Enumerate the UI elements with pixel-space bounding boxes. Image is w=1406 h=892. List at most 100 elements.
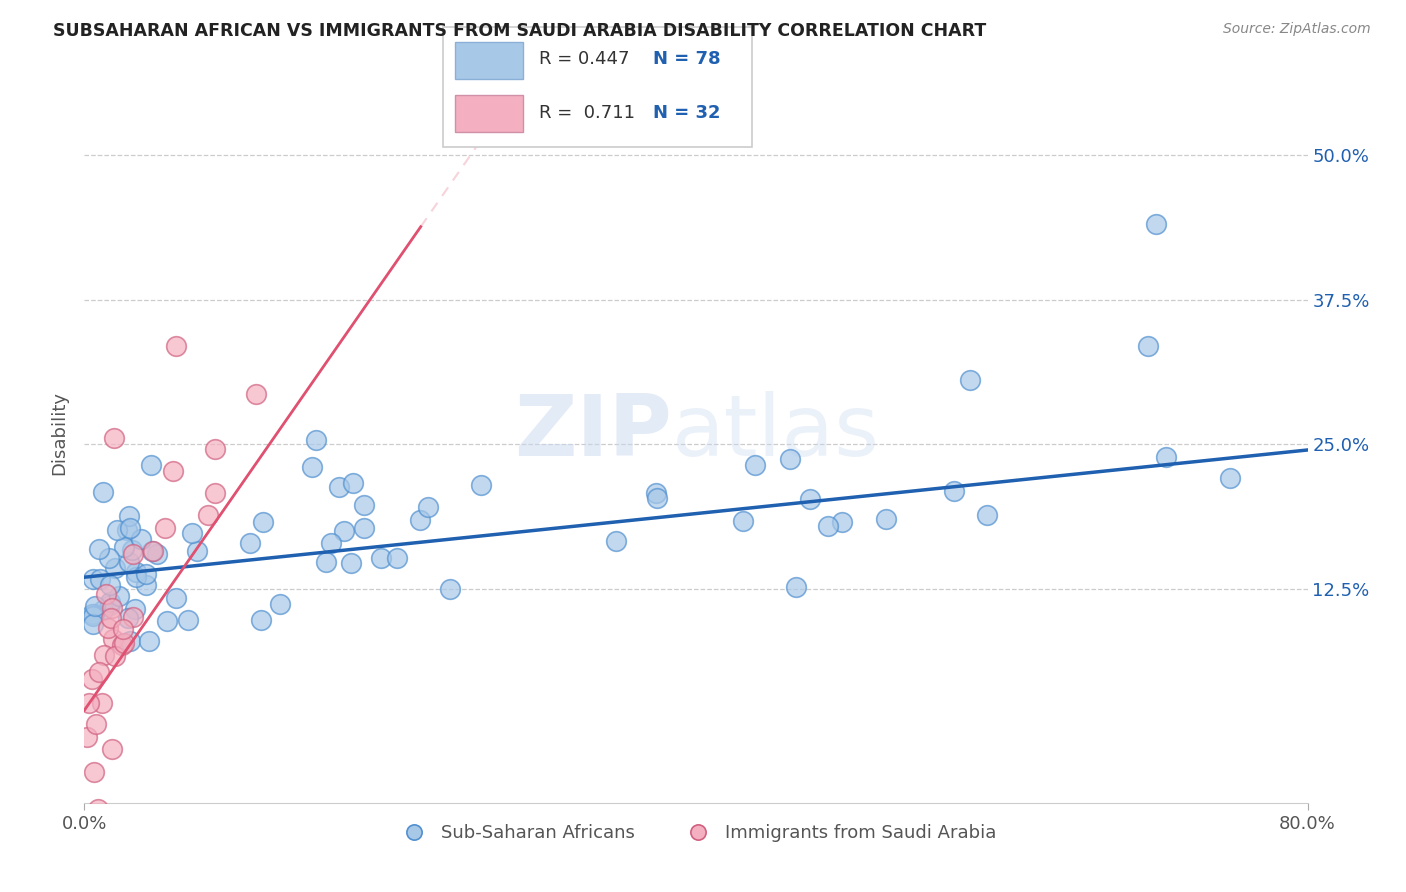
Point xyxy=(98,598,121,612)
Point xyxy=(204,442,226,457)
Point xyxy=(90,696,112,710)
Point xyxy=(104,561,127,575)
Point xyxy=(121,547,143,561)
FancyBboxPatch shape xyxy=(456,95,523,131)
Point xyxy=(1154,450,1177,464)
Point xyxy=(135,566,157,581)
Point xyxy=(121,542,143,557)
Point xyxy=(439,582,461,596)
Point xyxy=(108,590,131,604)
Point xyxy=(107,524,129,538)
Point xyxy=(340,556,363,570)
Point xyxy=(87,665,110,679)
Point xyxy=(98,595,121,609)
Point xyxy=(117,555,139,569)
Point xyxy=(204,485,226,500)
Point xyxy=(301,460,323,475)
Point xyxy=(155,521,177,535)
Point xyxy=(342,475,364,490)
Point xyxy=(1137,339,1160,353)
Point xyxy=(76,730,98,744)
Text: R =  0.711: R = 0.711 xyxy=(538,104,634,122)
Point xyxy=(744,458,766,473)
Point xyxy=(139,458,162,473)
Point xyxy=(111,622,134,636)
Point xyxy=(146,547,169,561)
Point xyxy=(96,587,118,601)
Point xyxy=(785,580,807,594)
Point xyxy=(831,515,853,529)
Point xyxy=(82,572,104,586)
Point xyxy=(186,544,208,558)
Point xyxy=(83,607,105,621)
Point xyxy=(1144,218,1167,232)
Point xyxy=(82,608,104,623)
Point xyxy=(409,513,432,527)
Point xyxy=(250,613,273,627)
Point xyxy=(197,508,219,522)
Point xyxy=(80,672,103,686)
Point xyxy=(644,486,666,500)
Text: N = 32: N = 32 xyxy=(654,104,721,122)
Text: Source: ZipAtlas.com: Source: ZipAtlas.com xyxy=(1223,22,1371,37)
Point xyxy=(645,491,668,505)
Point xyxy=(117,610,139,624)
FancyBboxPatch shape xyxy=(443,27,752,147)
Point xyxy=(321,536,343,550)
Point xyxy=(93,841,115,855)
Point xyxy=(98,550,121,565)
Point xyxy=(731,514,754,528)
Point xyxy=(82,617,104,632)
Point xyxy=(83,599,105,613)
Point xyxy=(942,484,965,499)
Point xyxy=(125,566,148,580)
Point xyxy=(418,500,440,515)
Point xyxy=(87,802,110,816)
Point xyxy=(875,512,897,526)
Point xyxy=(165,339,187,353)
Point xyxy=(112,540,135,554)
Point xyxy=(77,696,100,710)
Legend: Sub-Saharan Africans, Immigrants from Saudi Arabia: Sub-Saharan Africans, Immigrants from Sa… xyxy=(388,817,1004,849)
Point xyxy=(118,509,141,524)
Point xyxy=(111,638,134,652)
Point xyxy=(817,519,839,533)
Y-axis label: Disability: Disability xyxy=(51,391,69,475)
Point xyxy=(177,613,200,627)
Point xyxy=(129,532,152,546)
Point xyxy=(89,541,111,556)
Point xyxy=(98,578,121,592)
Point xyxy=(93,648,115,662)
Point xyxy=(104,648,127,663)
Point xyxy=(328,479,350,493)
Point xyxy=(239,535,262,549)
Point xyxy=(141,543,163,558)
Point xyxy=(83,764,105,779)
Point xyxy=(142,544,165,558)
Point xyxy=(370,551,392,566)
Point xyxy=(134,578,156,592)
Point xyxy=(162,464,184,478)
Point xyxy=(1219,471,1241,485)
Point xyxy=(84,716,107,731)
Point xyxy=(605,533,627,548)
Point xyxy=(89,572,111,586)
Point xyxy=(353,521,375,535)
Point xyxy=(959,373,981,387)
Text: R = 0.447: R = 0.447 xyxy=(538,50,630,69)
Point xyxy=(470,478,492,492)
Text: SUBSAHARAN AFRICAN VS IMMIGRANTS FROM SAUDI ARABIA DISABILITY CORRELATION CHART: SUBSAHARAN AFRICAN VS IMMIGRANTS FROM SA… xyxy=(53,22,987,40)
Point xyxy=(122,610,145,624)
Point xyxy=(112,635,135,649)
Point xyxy=(84,814,107,828)
Point xyxy=(779,452,801,467)
Text: ZIP: ZIP xyxy=(513,391,672,475)
Point xyxy=(799,492,821,507)
Point xyxy=(252,515,274,529)
Point xyxy=(100,611,122,625)
FancyBboxPatch shape xyxy=(456,43,523,78)
Point xyxy=(165,591,187,605)
Point xyxy=(387,550,409,565)
Point xyxy=(91,603,114,617)
Point xyxy=(315,555,337,569)
